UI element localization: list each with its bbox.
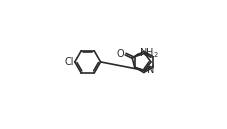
Text: Cl: Cl (64, 57, 74, 67)
Text: N: N (147, 65, 154, 75)
Text: NH$_2$: NH$_2$ (139, 46, 159, 60)
Text: O: O (116, 49, 124, 59)
